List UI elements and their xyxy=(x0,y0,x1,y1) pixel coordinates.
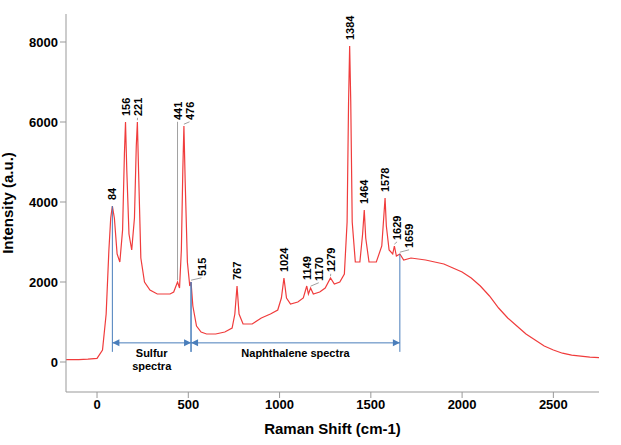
svg-text:767: 767 xyxy=(231,262,243,280)
svg-text:156: 156 xyxy=(120,98,132,116)
svg-text:441: 441 xyxy=(172,102,184,120)
svg-text:1170: 1170 xyxy=(313,257,325,281)
svg-text:4000: 4000 xyxy=(29,195,58,210)
svg-text:84: 84 xyxy=(106,187,118,200)
svg-text:0: 0 xyxy=(93,397,100,412)
svg-text:1578: 1578 xyxy=(379,168,391,192)
svg-text:1149: 1149 xyxy=(301,256,313,280)
svg-text:1659: 1659 xyxy=(403,224,415,248)
svg-text:2000: 2000 xyxy=(29,275,58,290)
svg-text:6000: 6000 xyxy=(29,115,58,130)
svg-text:500: 500 xyxy=(177,397,199,412)
svg-text:1500: 1500 xyxy=(356,397,385,412)
svg-text:476: 476 xyxy=(184,102,196,120)
svg-text:1000: 1000 xyxy=(265,397,294,412)
svg-text:1024: 1024 xyxy=(278,247,290,272)
svg-text:Sulfurspectra: Sulfurspectra xyxy=(132,347,172,372)
svg-text:8000: 8000 xyxy=(29,35,58,50)
svg-text:Intensity (a.u.): Intensity (a.u.) xyxy=(0,152,16,254)
svg-text:Raman Shift (cm-1): Raman Shift (cm-1) xyxy=(264,420,401,437)
svg-text:2500: 2500 xyxy=(539,397,568,412)
svg-text:Naphthalene spectra: Naphthalene spectra xyxy=(241,347,350,359)
svg-text:1464: 1464 xyxy=(358,179,370,204)
svg-text:0: 0 xyxy=(51,355,58,370)
svg-text:515: 515 xyxy=(196,258,208,276)
svg-text:221: 221 xyxy=(132,98,144,116)
svg-text:1384: 1384 xyxy=(344,15,356,40)
svg-text:1629: 1629 xyxy=(391,216,403,240)
svg-text:1279: 1279 xyxy=(325,248,337,272)
svg-text:2000: 2000 xyxy=(448,397,477,412)
